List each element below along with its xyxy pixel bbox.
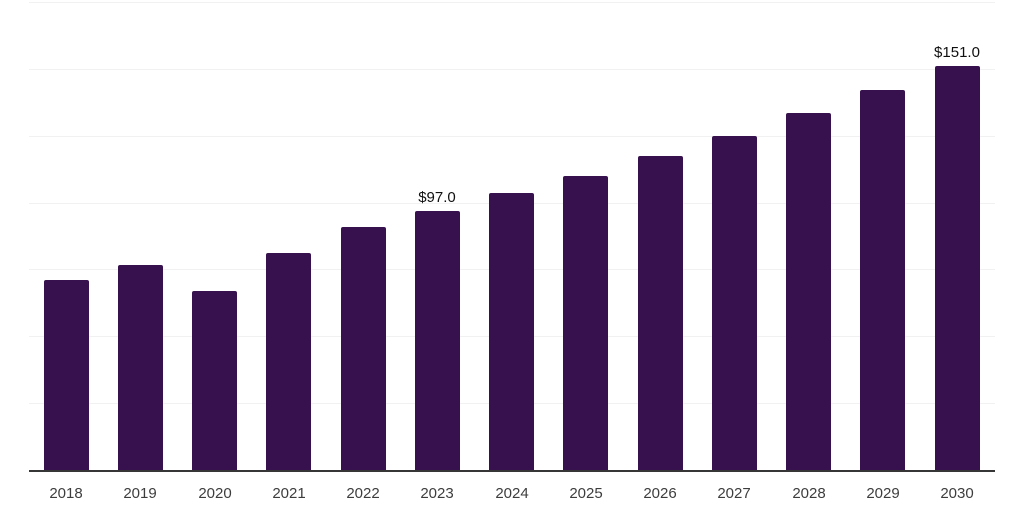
x-tick-2021: 2021 [272, 485, 306, 502]
bar-2018 [44, 280, 89, 470]
bar-2020 [192, 291, 237, 470]
bar-2029 [860, 90, 905, 470]
data-label-2023: $97.0 [418, 189, 456, 206]
bar-2028 [786, 113, 831, 470]
x-tick-2027: 2027 [717, 485, 751, 502]
bar-2023 [415, 211, 460, 470]
bar-2021 [266, 253, 311, 470]
x-tick-2026: 2026 [643, 485, 677, 502]
x-tick-2028: 2028 [792, 485, 826, 502]
x-axis-line [29, 470, 995, 472]
bar-2030 [935, 66, 980, 470]
x-tick-2022: 2022 [346, 485, 380, 502]
bar-2019 [118, 265, 163, 470]
x-tick-2024: 2024 [495, 485, 529, 502]
bar-2027 [712, 136, 757, 470]
bar-2022 [341, 227, 386, 470]
data-label-2030: $151.0 [934, 44, 980, 61]
x-tick-2025: 2025 [569, 485, 603, 502]
bar-2024 [489, 193, 534, 470]
gridline-150 [29, 69, 995, 70]
x-tick-2029: 2029 [866, 485, 900, 502]
x-tick-2020: 2020 [198, 485, 232, 502]
bar-2026 [638, 156, 683, 470]
bar-2025 [563, 176, 608, 470]
x-tick-2030: 2030 [940, 485, 974, 502]
gridline-175 [29, 2, 995, 3]
x-tick-2018: 2018 [49, 485, 83, 502]
x-tick-2019: 2019 [123, 485, 157, 502]
gridline-125 [29, 136, 995, 137]
x-tick-2023: 2023 [420, 485, 454, 502]
